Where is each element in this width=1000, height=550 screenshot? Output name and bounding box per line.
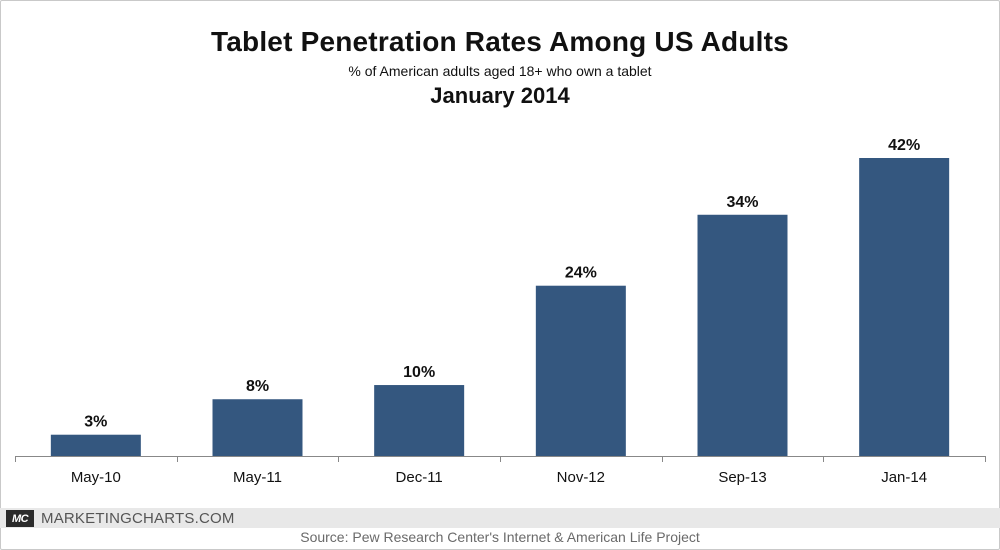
data-label: 8% [246,378,269,395]
category-label: Sep-13 [718,469,766,486]
marketingcharts-logo: MC [6,510,34,527]
bar-Sep-13 [697,214,788,456]
bar-Jan-14 [859,158,950,456]
bar-Nov-12 [535,285,626,456]
bar-May-10 [50,434,141,456]
chart-date-line: January 2014 [430,83,570,108]
brand-name: MARKETINGCHARTS.COM [41,510,235,527]
category-label: May-10 [71,469,121,486]
data-label: 10% [403,364,435,381]
data-label: 24% [565,265,597,282]
category-label: May-11 [233,469,282,486]
data-label: 42% [888,137,920,154]
source-note: Source: Pew Research Center's Internet &… [300,529,700,545]
footer-bar [0,508,1000,528]
bar-May-11 [212,399,303,456]
category-label: Dec-11 [396,469,443,486]
bar-chart: 3% May-10 8% May-11 10% Dec-11 24% Nov-12 34% Sep… [15,137,986,486]
category-label: Jan-14 [881,469,927,486]
category-label: Nov-12 [557,469,605,486]
data-label: 34% [726,194,758,211]
chart-title: Tablet Penetration Rates Among US Adults [211,26,789,57]
chart-subtitle: % of American adults aged 18+ who own a … [348,63,652,79]
data-label: 3% [84,414,107,431]
bar-Dec-11 [374,385,465,456]
